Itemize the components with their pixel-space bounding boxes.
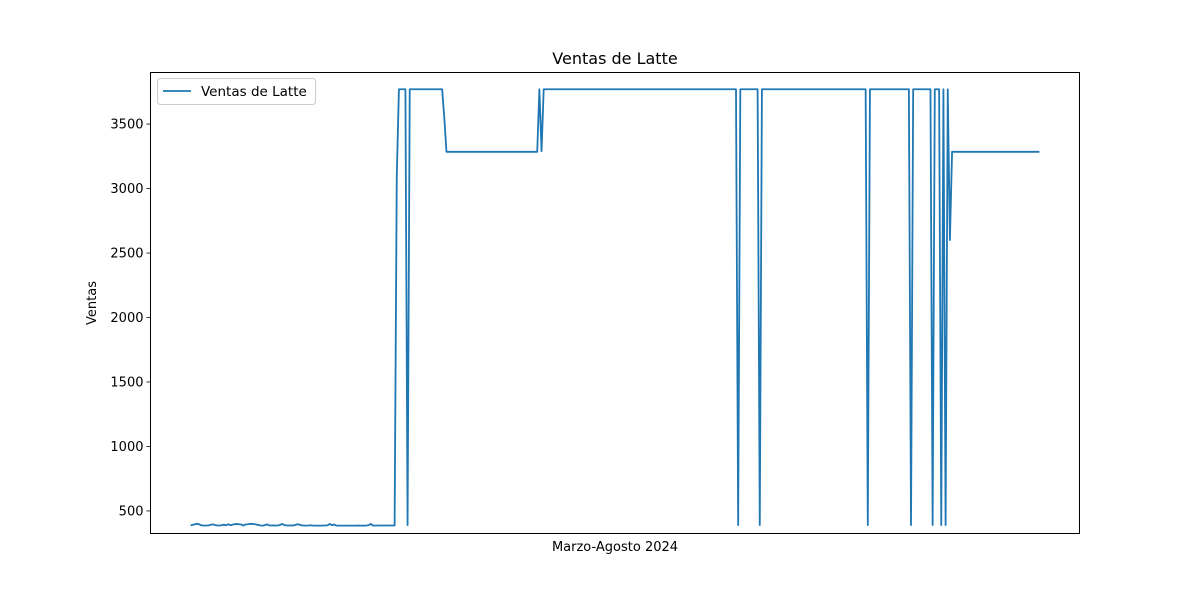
chart-title: Ventas de Latte [552, 49, 677, 68]
y-tick-label: 1500 [110, 375, 143, 390]
y-tick-label: 2000 [110, 311, 143, 326]
x-axis-title: Marzo-Agosto 2024 [552, 540, 678, 555]
legend-box [157, 78, 316, 105]
y-tick-label: 500 [119, 504, 144, 519]
y-axis-title: Ventas [85, 281, 100, 325]
y-tick-label: 3500 [110, 118, 143, 133]
y-tick-label: 3000 [110, 182, 143, 197]
plot-frame [150, 72, 1080, 534]
legend-label: Ventas de Latte [201, 84, 307, 100]
legend: Ventas de Latte [157, 78, 316, 105]
y-tick-label: 2500 [110, 247, 143, 262]
y-tick-label: 1000 [110, 440, 143, 455]
series-line-ventas-de-latte [190, 88, 1040, 527]
y-axis: 500 1000 1500 2000 2500 3000 3500 [110, 118, 151, 519]
